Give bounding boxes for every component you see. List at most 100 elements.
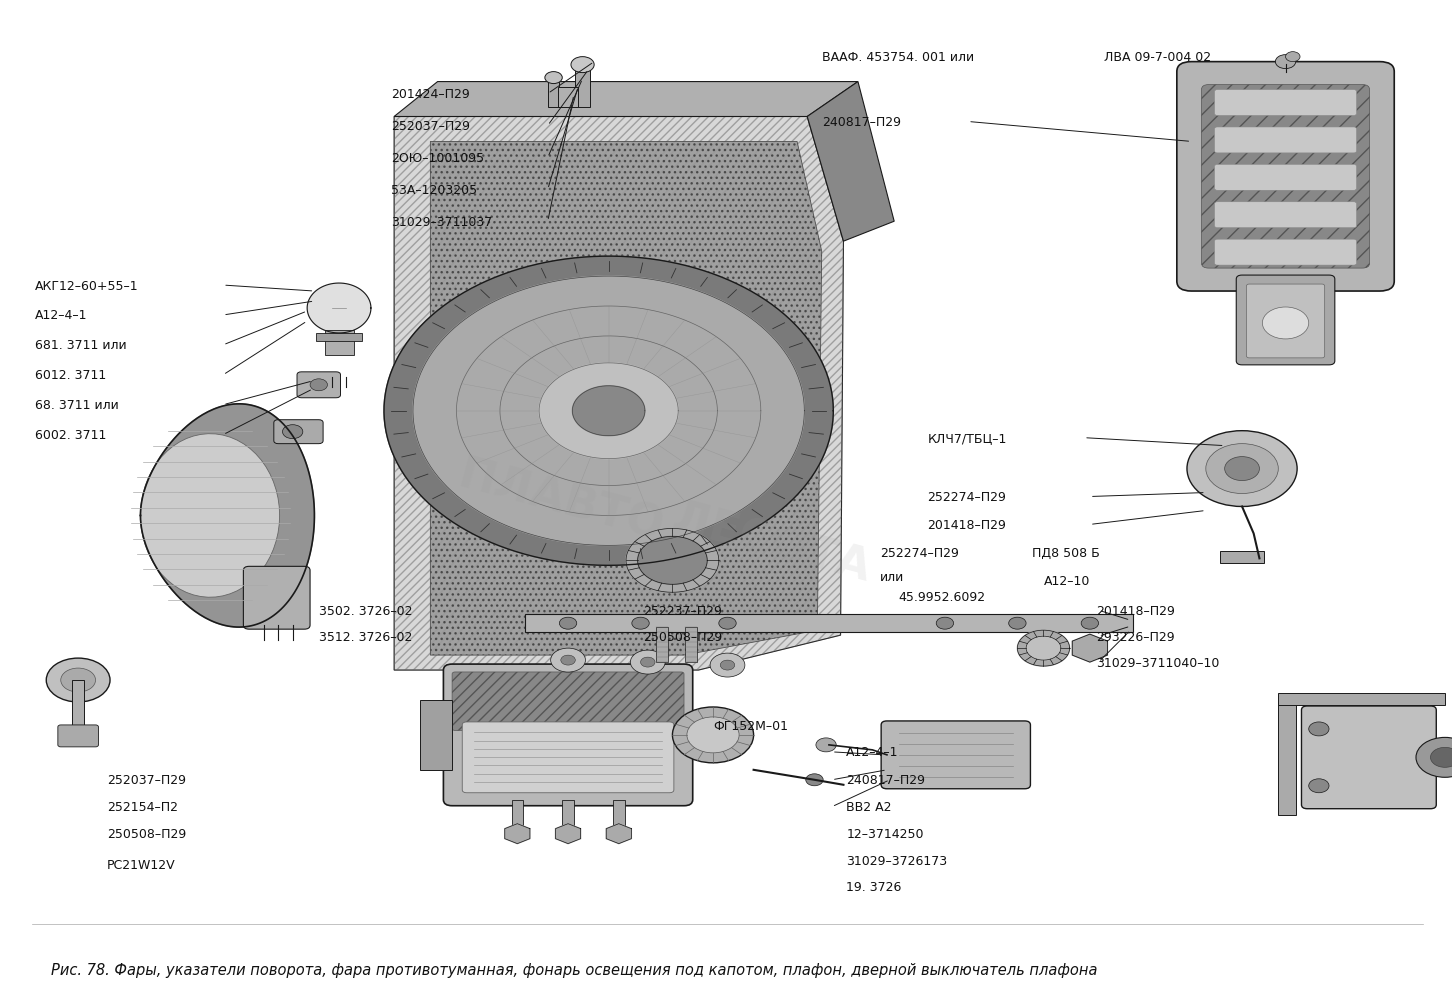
- Circle shape: [1276, 55, 1296, 69]
- Text: АКГ12–60+55–1: АКГ12–60+55–1: [35, 280, 138, 293]
- Text: 240817–П29: 240817–П29: [822, 116, 901, 129]
- Text: ПД8 508 Б: ПД8 508 Б: [1032, 546, 1100, 559]
- Circle shape: [1308, 779, 1328, 793]
- Bar: [562, 800, 573, 828]
- Text: 250508–П29: 250508–П29: [108, 828, 186, 841]
- Text: 252274–П29: 252274–П29: [880, 546, 959, 559]
- Text: или: или: [880, 570, 904, 583]
- Circle shape: [559, 617, 576, 629]
- Circle shape: [570, 57, 594, 73]
- Text: 240817–П29: 240817–П29: [847, 774, 925, 787]
- FancyBboxPatch shape: [882, 721, 1030, 789]
- Circle shape: [61, 668, 96, 692]
- FancyBboxPatch shape: [1237, 276, 1334, 366]
- FancyBboxPatch shape: [1202, 85, 1369, 269]
- Text: 6012. 3711: 6012. 3711: [35, 369, 106, 382]
- Polygon shape: [384, 257, 834, 566]
- Text: ПЛАВТО: ПЛАВТО: [454, 453, 668, 549]
- Bar: [685, 627, 697, 662]
- Bar: [73, 680, 84, 730]
- Circle shape: [1430, 747, 1455, 768]
- Circle shape: [719, 617, 736, 629]
- Circle shape: [640, 657, 655, 667]
- Text: ФГ152М–01: ФГ152М–01: [713, 719, 789, 732]
- FancyBboxPatch shape: [58, 725, 99, 747]
- FancyBboxPatch shape: [463, 722, 674, 793]
- Text: РС21W12V: РС21W12V: [108, 858, 176, 871]
- Bar: [1279, 700, 1296, 815]
- FancyBboxPatch shape: [453, 672, 684, 730]
- Polygon shape: [1026, 636, 1061, 660]
- Text: 681. 3711 или: 681. 3711 или: [35, 339, 127, 352]
- Circle shape: [1263, 308, 1308, 340]
- Circle shape: [687, 717, 739, 754]
- Polygon shape: [607, 824, 631, 844]
- Text: 252037–П29: 252037–П29: [391, 120, 470, 133]
- Text: 201424–П29: 201424–П29: [391, 88, 470, 101]
- FancyBboxPatch shape: [243, 567, 310, 629]
- Circle shape: [1286, 52, 1299, 62]
- Text: ВААФ. 453754. 001 или: ВААФ. 453754. 001 или: [822, 51, 973, 64]
- Text: 45.9952.6092: 45.9952.6092: [899, 590, 985, 603]
- Polygon shape: [394, 117, 844, 670]
- Text: 201418–П29: 201418–П29: [1096, 604, 1174, 617]
- Text: Рис. 78. Фары, указатели поворота, фара противотуманная, фонарь освещения под ка: Рис. 78. Фары, указатели поворота, фара …: [51, 962, 1097, 977]
- Bar: [575, 67, 589, 107]
- FancyBboxPatch shape: [274, 420, 323, 444]
- Bar: [557, 87, 578, 107]
- Text: ЛЕСОТА: ЛЕСОТА: [668, 496, 874, 590]
- Circle shape: [1081, 617, 1099, 629]
- FancyBboxPatch shape: [1215, 165, 1356, 191]
- Text: 3512. 3726–02: 3512. 3726–02: [319, 630, 412, 643]
- Bar: [324, 331, 354, 356]
- Circle shape: [720, 660, 735, 670]
- Circle shape: [710, 653, 745, 677]
- Text: 201418–П29: 201418–П29: [927, 518, 1007, 531]
- Text: 19. 3726: 19. 3726: [847, 880, 902, 893]
- Polygon shape: [394, 82, 858, 117]
- Polygon shape: [413, 277, 805, 546]
- Text: ВВ2 А2: ВВ2 А2: [847, 801, 892, 814]
- Text: КЛЧ7/ТБЦ–1: КЛЧ7/ТБЦ–1: [927, 432, 1007, 445]
- Bar: [1221, 552, 1264, 564]
- Circle shape: [310, 380, 327, 392]
- FancyBboxPatch shape: [1177, 62, 1394, 292]
- Text: 53А–1203205: 53А–1203205: [391, 183, 477, 196]
- Circle shape: [1225, 457, 1260, 481]
- Circle shape: [282, 425, 303, 439]
- Text: 252237–П29: 252237–П29: [643, 604, 722, 617]
- Text: 31029–3726173: 31029–3726173: [847, 855, 947, 867]
- Text: 31029–3711040–10: 31029–3711040–10: [1096, 656, 1219, 669]
- Bar: [613, 800, 624, 828]
- FancyBboxPatch shape: [1215, 128, 1356, 153]
- Polygon shape: [538, 364, 678, 459]
- Polygon shape: [626, 529, 719, 592]
- FancyBboxPatch shape: [1247, 285, 1324, 359]
- Polygon shape: [572, 387, 645, 436]
- Circle shape: [1008, 617, 1026, 629]
- Polygon shape: [431, 142, 822, 655]
- Circle shape: [560, 655, 575, 665]
- Bar: [525, 614, 1133, 632]
- Polygon shape: [307, 284, 371, 334]
- Circle shape: [47, 658, 111, 702]
- Text: 252154–П2: 252154–П2: [108, 801, 178, 814]
- Bar: [512, 800, 524, 828]
- Bar: [1279, 693, 1445, 705]
- Polygon shape: [556, 824, 581, 844]
- Circle shape: [1308, 722, 1328, 736]
- Polygon shape: [637, 537, 707, 585]
- FancyBboxPatch shape: [1215, 202, 1356, 228]
- Text: 250508–П29: 250508–П29: [643, 630, 723, 643]
- Text: 31029–3711037: 31029–3711037: [391, 215, 492, 228]
- Bar: [547, 79, 559, 107]
- Text: А12–4–1: А12–4–1: [847, 745, 899, 759]
- Text: 68. 3711 или: 68. 3711 или: [35, 399, 118, 412]
- Polygon shape: [1072, 634, 1107, 662]
- Circle shape: [544, 72, 562, 84]
- Circle shape: [630, 650, 665, 674]
- Text: А12–4–1: А12–4–1: [35, 310, 87, 323]
- FancyBboxPatch shape: [1215, 90, 1356, 116]
- Polygon shape: [808, 82, 895, 241]
- Text: 12–3714250: 12–3714250: [847, 828, 924, 841]
